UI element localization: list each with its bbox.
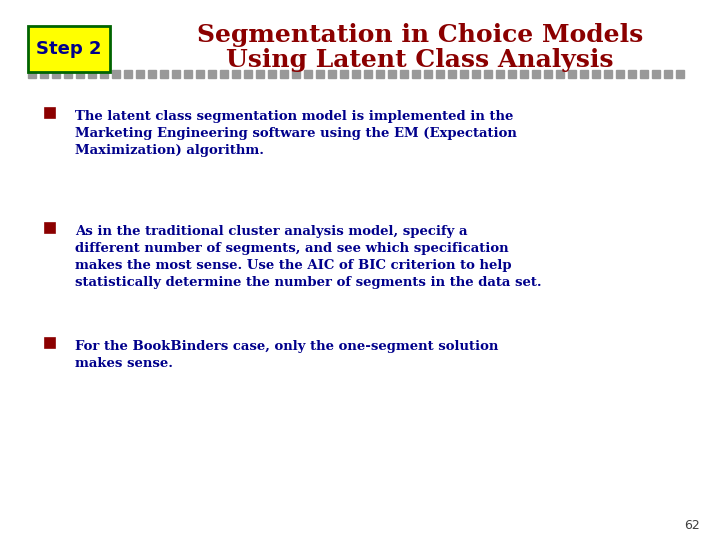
Bar [172, 70, 180, 78]
Bar [148, 70, 156, 78]
Bar [388, 70, 396, 78]
Bar [400, 70, 408, 78]
Bar [376, 70, 384, 78]
Bar [184, 70, 192, 78]
Bar [508, 70, 516, 78]
Bar [556, 70, 564, 78]
Bar [52, 70, 60, 78]
Bar [280, 70, 288, 78]
Bar [208, 70, 216, 78]
Bar [544, 70, 552, 78]
Text: makes sense.: makes sense. [75, 357, 173, 370]
Bar [364, 70, 372, 78]
Bar [448, 70, 456, 78]
Text: For the BookBinders case, only the one-segment solution: For the BookBinders case, only the one-s… [75, 340, 498, 353]
Bar [45, 338, 55, 348]
Text: Using Latent Class Analysis: Using Latent Class Analysis [226, 48, 613, 72]
Bar [412, 70, 420, 78]
Bar [28, 70, 36, 78]
Bar [136, 70, 144, 78]
Bar [220, 70, 228, 78]
Bar [652, 70, 660, 78]
Text: makes the most sense. Use the AIC of BIC criterion to help: makes the most sense. Use the AIC of BIC… [75, 259, 512, 272]
Bar [292, 70, 300, 78]
Bar [580, 70, 588, 78]
Bar [28, 26, 110, 72]
Text: Step 2: Step 2 [36, 40, 102, 58]
Bar [112, 70, 120, 78]
Bar [45, 108, 55, 118]
Bar [232, 70, 240, 78]
Text: Marketing Engineering software using the EM (Expectation: Marketing Engineering software using the… [75, 127, 517, 140]
Bar [436, 70, 444, 78]
Bar [568, 70, 576, 78]
Bar [340, 70, 348, 78]
Bar [304, 70, 312, 78]
Bar [676, 70, 684, 78]
Bar [256, 70, 264, 78]
Text: As in the traditional cluster analysis model, specify a: As in the traditional cluster analysis m… [75, 225, 467, 238]
Bar [640, 70, 648, 78]
Text: The latent class segmentation model is implemented in the: The latent class segmentation model is i… [75, 110, 513, 123]
Bar [160, 70, 168, 78]
Bar [316, 70, 324, 78]
Bar [520, 70, 528, 78]
Bar [664, 70, 672, 78]
Bar [45, 223, 55, 233]
Bar [460, 70, 468, 78]
Text: Segmentation in Choice Models: Segmentation in Choice Models [197, 23, 643, 47]
Bar [424, 70, 432, 78]
Bar [472, 70, 480, 78]
Bar [196, 70, 204, 78]
Bar [100, 70, 108, 78]
Text: Maximization) algorithm.: Maximization) algorithm. [75, 144, 264, 157]
Bar [268, 70, 276, 78]
Bar [40, 70, 48, 78]
Bar [88, 70, 96, 78]
Bar [76, 70, 84, 78]
Bar [532, 70, 540, 78]
Bar [484, 70, 492, 78]
Bar [496, 70, 504, 78]
Bar [592, 70, 600, 78]
Bar [604, 70, 612, 78]
Bar [628, 70, 636, 78]
Bar [64, 70, 72, 78]
Bar [244, 70, 252, 78]
Text: different number of segments, and see which specification: different number of segments, and see wh… [75, 242, 508, 255]
Text: 62: 62 [684, 519, 700, 532]
Bar [616, 70, 624, 78]
Bar [352, 70, 360, 78]
Bar [124, 70, 132, 78]
Text: statistically determine the number of segments in the data set.: statistically determine the number of se… [75, 276, 541, 289]
Bar [328, 70, 336, 78]
